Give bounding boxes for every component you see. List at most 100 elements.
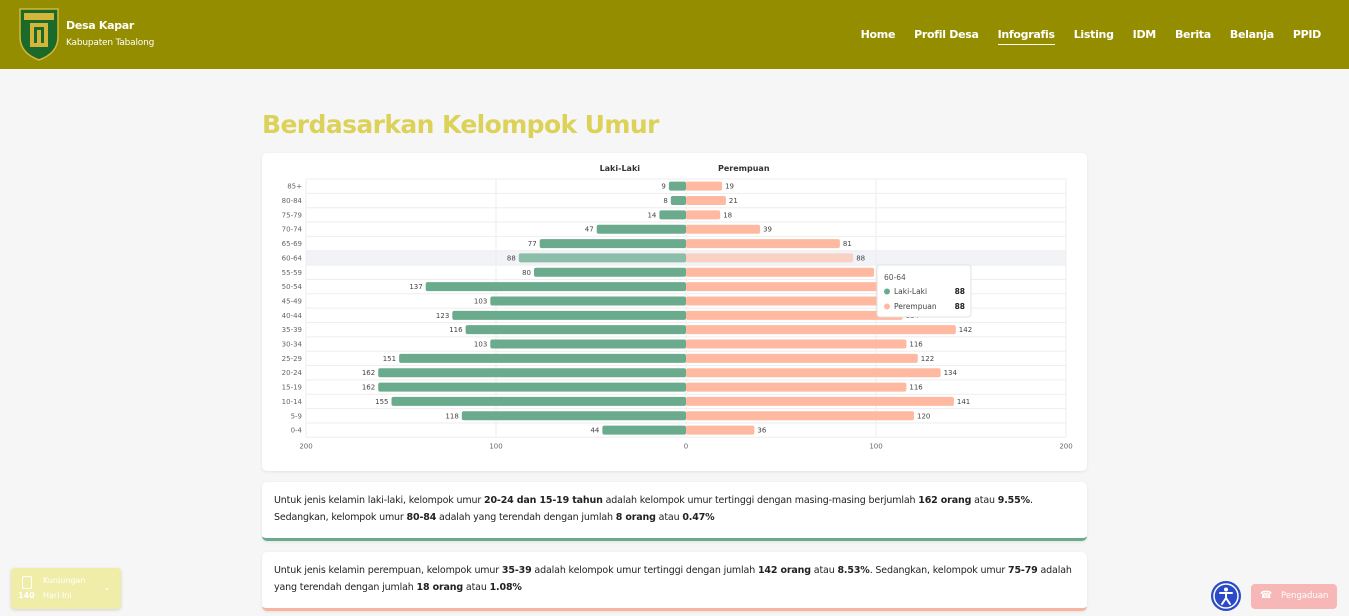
- complaint-label: Pengaduan: [1281, 591, 1329, 601]
- female-summary-text: adalah kelompok umur tertinggi dengan ju…: [531, 565, 758, 576]
- data-label-female: 122: [921, 355, 934, 363]
- bar-male: [461, 411, 686, 421]
- bar-female: [686, 368, 941, 378]
- data-label-female: 116: [909, 341, 923, 349]
- section-title: Berdasarkan Kelompok Umur: [262, 110, 659, 139]
- x-tick-label: 200: [299, 442, 312, 450]
- data-label-female: 18: [723, 211, 732, 219]
- bar-male: [659, 210, 686, 220]
- bar-male: [452, 310, 686, 320]
- chevron-down-icon[interactable]: ⌄: [103, 583, 111, 593]
- data-label-female: 88: [856, 254, 865, 262]
- tooltip-dot: [884, 288, 890, 295]
- data-label-male: 151: [383, 355, 396, 363]
- tabalong-logo[interactable]: [18, 7, 60, 61]
- bar-male: [391, 396, 686, 406]
- bar-male: [378, 382, 686, 392]
- visit-period: Hari Ini: [43, 591, 72, 600]
- male-summary-text: adalah yang terendah dengan jumlah: [436, 512, 616, 523]
- x-tick-label: 100: [869, 442, 882, 450]
- female-summary-text: . Sedangkan, kelompok umur: [869, 565, 1008, 576]
- accessibility-button[interactable]: [1211, 581, 1241, 611]
- bar-female: [686, 339, 907, 349]
- female-low-group: 75-79: [1007, 565, 1038, 576]
- data-label-male: 162: [362, 369, 375, 377]
- bar-male: [518, 253, 686, 263]
- y-tick-label: 45-49: [282, 297, 302, 305]
- data-label-male: 44: [590, 427, 599, 435]
- bar-male: [399, 353, 686, 363]
- nav-ppid[interactable]: PPID: [1292, 28, 1321, 41]
- age-pyramid-card: 200 100 0 100 200 Laki-Laki Perempuan 85+ 9 19 80-…: [262, 153, 1087, 471]
- male-top-percent: 9.55%: [997, 495, 1030, 506]
- nav-home[interactable]: Home: [860, 28, 896, 41]
- headset-icon: ☎: [1260, 590, 1273, 601]
- female-top-count: 142 orang: [757, 565, 811, 576]
- data-label-male: 123: [436, 312, 449, 320]
- y-tick-label: 5-9: [291, 412, 302, 420]
- main-nav: Home Profil Desa Infografis Listing IDM …: [842, 28, 1321, 45]
- nav-berita[interactable]: Berita: [1174, 28, 1211, 41]
- nav-idm[interactable]: IDM: [1132, 28, 1157, 41]
- nav-infografis[interactable]: Infografis: [997, 28, 1055, 45]
- bar-female: [686, 411, 914, 421]
- nav-belanja[interactable]: Belanja: [1229, 28, 1274, 41]
- bar-female: [686, 196, 726, 206]
- female-summary-text: atau: [463, 582, 490, 593]
- male-summary-text: atau: [655, 512, 683, 523]
- visit-counter-widget[interactable]: Kunjungan 140 Hari Ini ⌄: [11, 568, 121, 609]
- bar-female: [686, 425, 755, 435]
- bar-male: [670, 196, 686, 206]
- female-top-group: 35-39: [501, 565, 532, 576]
- data-label-female: 141: [957, 398, 970, 406]
- data-label-male: 88: [507, 254, 516, 262]
- tooltip-label: Perempuan: [894, 302, 937, 311]
- female-summary-card: Untuk jenis kelamin perempuan, kelompok …: [262, 552, 1087, 611]
- complaint-button[interactable]: ☎ Pengaduan: [1251, 584, 1337, 609]
- data-label-male: 162: [362, 384, 375, 392]
- bar-female: [686, 282, 905, 292]
- bar-male: [602, 425, 686, 435]
- data-label-male: 118: [445, 412, 458, 420]
- y-tick-label: 75-79: [282, 211, 302, 219]
- data-label-male: 9: [661, 183, 665, 191]
- bar-female: [686, 224, 761, 234]
- y-tick-label: 35-39: [282, 326, 302, 334]
- bar-female: [686, 310, 903, 320]
- female-low-count: 18 orang: [416, 582, 464, 593]
- y-tick-label: 65-69: [282, 240, 302, 248]
- bar-female: [686, 353, 918, 363]
- female-summary-text: adalah yang terendah dengan jumlah: [274, 565, 1072, 593]
- male-summary-text: atau: [971, 495, 998, 506]
- tooltip-dot: [884, 303, 890, 310]
- y-tick-label: 50-54: [282, 283, 303, 291]
- nav-profil-desa[interactable]: Profil Desa: [914, 28, 979, 41]
- y-tick-label: 20-24: [282, 369, 303, 377]
- bar-female: [686, 210, 721, 220]
- data-label-male: 80: [522, 269, 531, 277]
- visit-label: Kunjungan: [43, 576, 86, 585]
- y-tick-label: 85+: [287, 183, 302, 191]
- y-tick-label: 80-84: [282, 197, 303, 205]
- y-tick-label: 15-19: [282, 384, 302, 392]
- data-label-female: 21: [729, 197, 738, 205]
- bar-male: [539, 239, 686, 249]
- nav-listing[interactable]: Listing: [1073, 28, 1114, 41]
- bar-female: [686, 382, 907, 392]
- male-summary-text: Untuk jenis kelamin laki-laki, kelompok …: [274, 495, 484, 506]
- data-label-female: 134: [944, 369, 958, 377]
- data-label-male: 103: [474, 297, 487, 305]
- tooltip-value: 88: [955, 302, 965, 311]
- y-tick-label: 25-29: [282, 355, 302, 363]
- male-summary-text: adalah kelompok umur tertinggi dengan ma…: [602, 495, 919, 506]
- bar-female: [686, 296, 880, 306]
- male-summary-card: Untuk jenis kelamin laki-laki, kelompok …: [262, 482, 1087, 541]
- bar-male: [378, 368, 686, 378]
- data-label-male: 103: [474, 341, 487, 349]
- male-summary-text: . Sedangkan, kelompok umur: [274, 495, 1033, 523]
- female-top-percent: 8.53%: [837, 565, 870, 576]
- badge-icon: [22, 576, 32, 589]
- male-low-count: 8 orang: [615, 512, 656, 523]
- y-tick-label: 70-74: [282, 226, 303, 234]
